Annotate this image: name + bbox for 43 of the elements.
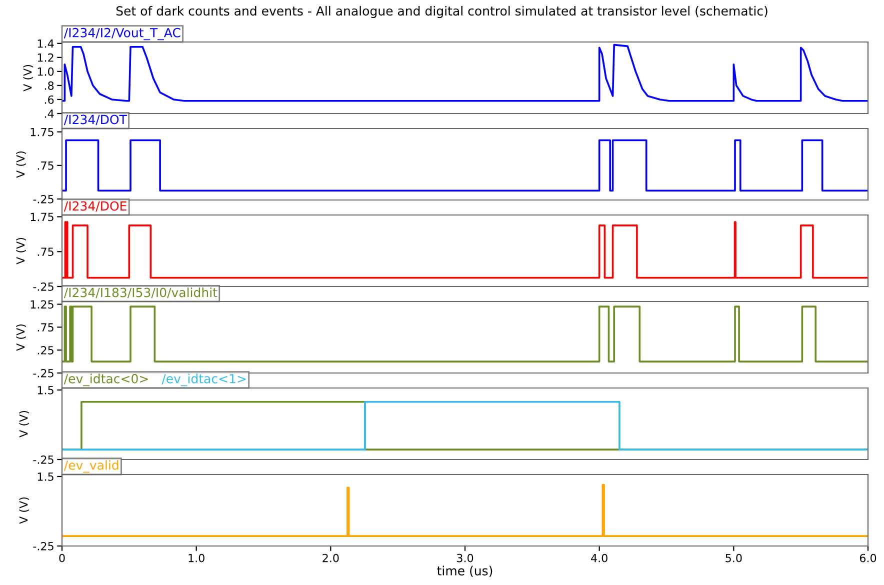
x-tick-label: 5.0	[726, 554, 742, 562]
y-tick-label: 1.75	[30, 212, 54, 222]
y-tick-label: 1.5	[38, 386, 54, 394]
y-tick-label: .8	[44, 81, 54, 90]
x-tick-label: 2.0	[322, 554, 339, 562]
text: /ev_idtac<1>	[162, 374, 246, 386]
y-axis-title: V (V)	[23, 65, 34, 92]
y-axis-title: V (V)	[19, 498, 30, 524]
series-label: /I234/I2/Vout_T_AC	[64, 28, 180, 40]
x-tick-label: 0	[59, 554, 65, 562]
y-tick-label: .75	[38, 248, 54, 256]
y-tick-label: .25	[38, 346, 54, 354]
x-tick-label: 6.0	[860, 554, 876, 562]
y-tick-label: .75	[38, 323, 54, 332]
y-tick-label: .6	[44, 95, 54, 104]
x-tick-label: 3.0	[457, 554, 474, 562]
text: /ev_valid	[64, 460, 118, 473]
series-label: /I234/I183/I53/I0/validhit	[64, 288, 218, 298]
y-tick-label: -.25	[33, 455, 54, 464]
y-tick-label: -.25	[33, 282, 54, 291]
y-tick-label: -.25	[33, 194, 54, 204]
series-label: /I234/DOE	[64, 201, 126, 212]
y-tick-label: 1.25	[30, 300, 54, 309]
chart-title: Set of dark counts and events - All analogue and digital control simulated at transistor level (schematic)	[116, 6, 768, 18]
y-tick-label: 1.2	[38, 53, 54, 62]
x-tick-label: 4.0	[591, 554, 608, 562]
y-tick-label: 1.4	[38, 40, 54, 48]
y-axis-title: V (V)	[16, 152, 26, 178]
y-tick-label: 1.0	[38, 67, 54, 76]
y-tick-label: -.25	[33, 368, 54, 378]
series-label: /ev_idtac<0>	[64, 374, 148, 386]
y-axis-title: V (V)	[16, 324, 26, 351]
y-axis-title: V (V)	[16, 238, 26, 264]
series-label: /I234/DOT	[64, 114, 127, 126]
x-tick-label: 1.0	[188, 554, 204, 562]
y-tick-label: 1.75	[30, 128, 54, 136]
y-tick-label: -.25	[33, 542, 54, 550]
y-tick-label: .4	[44, 110, 54, 118]
y-tick-label: .75	[38, 162, 54, 170]
line-series	[62, 44, 868, 102]
y-tick-label: 1.5	[38, 472, 54, 481]
y-axis-title: V (V)	[19, 411, 30, 438]
x-axis-title: time (us)	[437, 566, 492, 577]
